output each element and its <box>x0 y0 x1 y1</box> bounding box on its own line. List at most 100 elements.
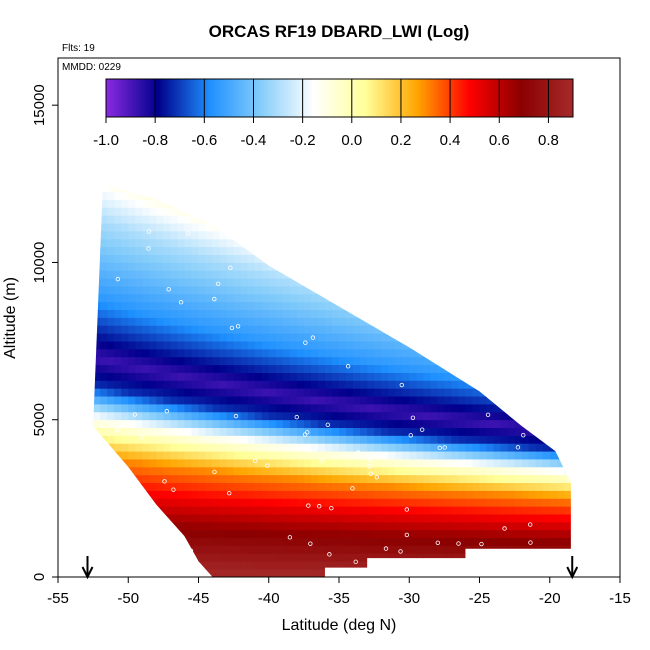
data-cell <box>233 498 242 507</box>
data-cell <box>514 317 523 326</box>
data-cell <box>444 325 452 334</box>
data-cell <box>324 270 333 279</box>
data-cell <box>205 490 213 499</box>
data-field <box>93 183 571 577</box>
data-cell <box>219 529 227 539</box>
data-cell <box>486 435 494 444</box>
data-cell <box>331 293 340 303</box>
data-cell <box>324 514 333 523</box>
data-cell <box>486 286 494 295</box>
data-cell <box>317 553 326 562</box>
data-cell <box>282 498 291 507</box>
data-cell <box>177 427 185 436</box>
data-cell <box>268 451 277 460</box>
data-cell <box>528 317 537 326</box>
data-cell <box>128 238 136 248</box>
data-cell <box>261 254 270 263</box>
data-cell <box>339 388 347 397</box>
data-cell <box>458 451 466 460</box>
data-cell <box>402 427 410 436</box>
data-cell <box>93 529 101 539</box>
data-cell <box>374 380 382 389</box>
data-cell <box>479 270 487 279</box>
data-cell <box>346 286 354 295</box>
data-cell <box>493 498 501 507</box>
data-cell <box>212 325 220 334</box>
data-cell <box>479 231 487 240</box>
data-cell <box>107 545 115 554</box>
data-cell <box>240 317 249 326</box>
data-cell <box>500 325 508 334</box>
data-cell <box>324 545 333 554</box>
data-cell <box>107 348 115 358</box>
data-cell <box>156 553 164 562</box>
data-cell <box>212 278 220 287</box>
data-cell <box>198 521 206 531</box>
data-cell <box>268 356 277 366</box>
data-cell <box>93 262 94 271</box>
data-cell <box>479 529 487 539</box>
sample-point <box>227 490 232 496</box>
data-cell <box>261 404 270 413</box>
data-cell <box>409 498 417 507</box>
data-cell <box>542 514 551 523</box>
data-cell <box>346 199 354 208</box>
data-cell <box>233 482 242 491</box>
data-cell <box>430 348 438 358</box>
data-cell <box>100 474 108 484</box>
data-cell <box>212 270 220 279</box>
data-cell <box>114 348 122 358</box>
data-cell <box>402 333 410 342</box>
data-cell <box>191 207 199 216</box>
data-cell <box>486 223 494 232</box>
data-cell <box>556 466 565 476</box>
data-cell <box>521 545 530 554</box>
data-cell <box>542 223 551 232</box>
data-cell <box>346 348 354 358</box>
data-cell <box>114 333 122 342</box>
data-cell <box>205 419 213 428</box>
data-cell <box>247 183 256 193</box>
sample-point <box>320 458 325 463</box>
data-cell <box>212 262 220 271</box>
data-cell <box>310 207 319 216</box>
data-cell <box>458 482 466 491</box>
data-cell <box>149 459 157 468</box>
data-cell <box>367 380 375 389</box>
data-cell <box>163 372 171 381</box>
data-cell <box>142 498 150 507</box>
data-cell <box>493 537 501 546</box>
data-cell <box>275 191 284 200</box>
data-cell <box>198 396 206 405</box>
data-cell <box>282 223 291 232</box>
data-cell <box>521 553 530 562</box>
data-cell <box>254 388 263 397</box>
data-cell <box>219 199 227 208</box>
data-cell <box>465 459 473 468</box>
data-cell <box>535 215 544 224</box>
data-cell <box>388 286 396 295</box>
data-cell <box>233 238 242 248</box>
data-cell <box>177 537 185 546</box>
data-cell <box>156 183 164 193</box>
data-cell <box>219 238 227 248</box>
data-cell <box>114 356 122 366</box>
data-cell <box>114 372 122 381</box>
data-cell <box>556 348 565 358</box>
data-cell <box>205 215 213 224</box>
data-cell <box>472 561 480 570</box>
data-cell <box>107 215 115 224</box>
data-cell <box>521 333 530 342</box>
data-cell <box>437 427 445 436</box>
data-cell <box>493 482 501 491</box>
data-cell <box>535 396 544 405</box>
data-cell <box>324 333 333 342</box>
data-cell <box>142 490 150 499</box>
data-cell <box>275 553 284 562</box>
data-cell <box>346 443 354 452</box>
data-cell <box>289 231 298 240</box>
data-cell <box>198 223 206 232</box>
data-cell <box>317 388 326 397</box>
data-cell <box>191 482 199 491</box>
data-cell <box>121 325 129 334</box>
